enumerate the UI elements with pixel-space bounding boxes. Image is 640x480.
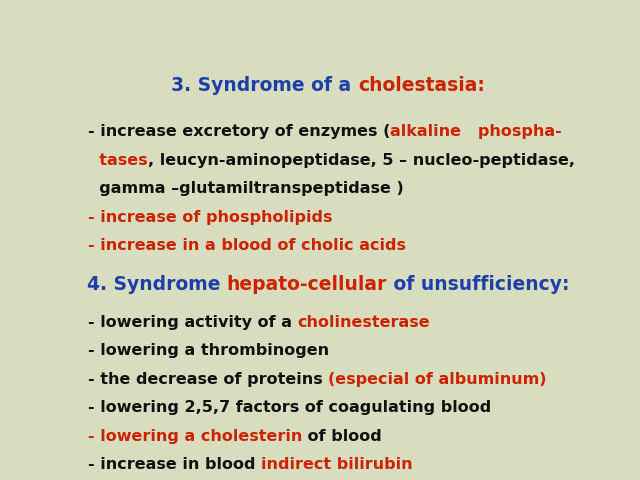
Text: , leucyn-aminopeptidase, 5 – nucleo-peptidase,: , leucyn-aminopeptidase, 5 – nucleo-pept… — [148, 153, 575, 168]
Text: - lowering 2,5,7 factors of coagulating blood: - lowering 2,5,7 factors of coagulating … — [88, 400, 492, 415]
Text: - increase of phospholipids: - increase of phospholipids — [88, 209, 333, 225]
Text: 3. Syndrome of a: 3. Syndrome of a — [172, 76, 358, 95]
Text: indirect bilirubin: indirect bilirubin — [261, 457, 413, 472]
Text: 4. Syndrome: 4. Syndrome — [86, 275, 227, 294]
Text: - increase in blood: - increase in blood — [88, 457, 261, 472]
Text: - increase in a blood of cholic acids: - increase in a blood of cholic acids — [88, 238, 406, 253]
Text: gamma –glutamiltranspeptidase ): gamma –glutamiltranspeptidase ) — [88, 181, 404, 196]
Text: - lowering a cholesterin: - lowering a cholesterin — [88, 429, 302, 444]
Text: - increase excretory of enzymes (: - increase excretory of enzymes ( — [88, 124, 390, 139]
Text: hepato-cellular: hepato-cellular — [227, 275, 387, 294]
Text: - the decrease of proteins: - the decrease of proteins — [88, 372, 328, 387]
Text: - lowering activity of a: - lowering activity of a — [88, 315, 298, 330]
Text: (especial of albuminum): (especial of albuminum) — [328, 372, 547, 387]
Text: cholinesterase: cholinesterase — [298, 315, 430, 330]
Text: alkaline   phospha-: alkaline phospha- — [390, 124, 562, 139]
Text: cholestasia:: cholestasia: — [358, 76, 484, 95]
Text: of blood: of blood — [302, 429, 382, 444]
Text: - lowering a thrombinogen: - lowering a thrombinogen — [88, 343, 329, 358]
Text: tases: tases — [88, 153, 148, 168]
Text: of unsufficiency:: of unsufficiency: — [387, 275, 570, 294]
